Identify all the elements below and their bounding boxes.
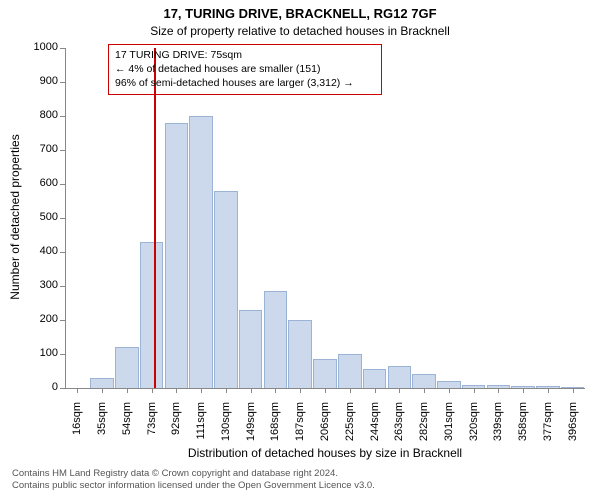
x-tick-label: 187sqm: [294, 402, 306, 452]
x-tick-label: 149sqm: [245, 402, 257, 452]
y-tick-label: 100: [20, 347, 58, 359]
chart-title-sub: Size of property relative to detached ho…: [0, 24, 600, 38]
x-tick-label: 225sqm: [344, 402, 356, 452]
x-tick-label: 206sqm: [319, 402, 331, 452]
annotation-box: 17 TURING DRIVE: 75sqm ← 4% of detached …: [108, 44, 382, 95]
annotation-line2: ← 4% of detached houses are smaller (151…: [115, 62, 375, 76]
bar: [165, 123, 189, 388]
bar: [363, 369, 387, 388]
x-tick-label: 396sqm: [567, 402, 579, 452]
plot-area: 0100200300400500600700800900100016sqm35s…: [65, 48, 585, 388]
bar: [140, 242, 164, 388]
x-axis-line: [65, 388, 585, 389]
x-tick-label: 282sqm: [418, 402, 430, 452]
chart-title-main: 17, TURING DRIVE, BRACKNELL, RG12 7GF: [0, 6, 600, 21]
x-tick-label: 339sqm: [492, 402, 504, 452]
y-tick-label: 1000: [20, 41, 58, 53]
x-tick-label: 263sqm: [393, 402, 405, 452]
y-tick-label: 0: [20, 381, 58, 393]
bar: [437, 381, 461, 388]
bar: [264, 291, 288, 388]
x-tick-label: 358sqm: [517, 402, 529, 452]
bar: [338, 354, 362, 388]
bar: [90, 378, 114, 388]
annotation-line3: 96% of semi-detached houses are larger (…: [115, 76, 375, 90]
footer-line1: Contains HM Land Registry data © Crown c…: [12, 468, 588, 480]
annotation-line1: 17 TURING DRIVE: 75sqm: [115, 48, 375, 62]
bar: [288, 320, 312, 388]
y-tick-label: 200: [20, 313, 58, 325]
x-tick-label: 54sqm: [121, 402, 133, 452]
y-tick-label: 800: [20, 109, 58, 121]
y-tick-label: 600: [20, 177, 58, 189]
x-tick-label: 111sqm: [195, 402, 207, 452]
y-axis-line: [65, 48, 66, 388]
marker-line: [154, 48, 156, 388]
x-tick-label: 377sqm: [542, 402, 554, 452]
bar: [313, 359, 337, 388]
x-tick-label: 168sqm: [269, 402, 281, 452]
x-tick-label: 16sqm: [71, 402, 83, 452]
x-tick-label: 244sqm: [369, 402, 381, 452]
x-tick-label: 35sqm: [96, 402, 108, 452]
bar: [412, 374, 436, 388]
x-tick-label: 92sqm: [170, 402, 182, 452]
y-tick-label: 700: [20, 143, 58, 155]
chart-footer: Contains HM Land Registry data © Crown c…: [12, 468, 588, 493]
x-tick-label: 301sqm: [443, 402, 455, 452]
y-tick-label: 400: [20, 245, 58, 257]
bar: [115, 347, 139, 388]
y-tick-label: 500: [20, 211, 58, 223]
bar: [189, 116, 213, 388]
bar: [388, 366, 412, 388]
y-tick-label: 900: [20, 75, 58, 87]
x-axis-label: Distribution of detached houses by size …: [65, 446, 585, 460]
x-tick-label: 320sqm: [468, 402, 480, 452]
footer-line2: Contains public sector information licen…: [12, 480, 588, 492]
chart-container: 17, TURING DRIVE, BRACKNELL, RG12 7GF Si…: [0, 0, 600, 500]
x-tick-label: 130sqm: [220, 402, 232, 452]
bar: [239, 310, 263, 388]
y-axis-label: Number of detached properties: [8, 117, 22, 317]
y-tick-label: 300: [20, 279, 58, 291]
bar: [214, 191, 238, 388]
x-tick-label: 73sqm: [146, 402, 158, 452]
